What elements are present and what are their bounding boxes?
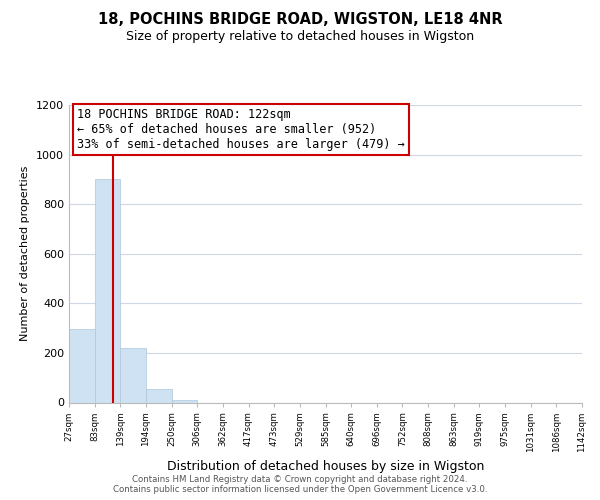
Bar xyxy=(95,180,121,402)
Text: Size of property relative to detached houses in Wigston: Size of property relative to detached ho… xyxy=(126,30,474,43)
Text: 18 POCHINS BRIDGE ROAD: 122sqm
← 65% of detached houses are smaller (952)
33% of: 18 POCHINS BRIDGE ROAD: 122sqm ← 65% of … xyxy=(77,108,404,151)
Text: 18, POCHINS BRIDGE ROAD, WIGSTON, LE18 4NR: 18, POCHINS BRIDGE ROAD, WIGSTON, LE18 4… xyxy=(98,12,502,28)
Bar xyxy=(172,400,197,402)
Y-axis label: Number of detached properties: Number of detached properties xyxy=(20,166,31,342)
Bar xyxy=(121,348,146,403)
Bar xyxy=(146,389,172,402)
Text: Contains HM Land Registry data © Crown copyright and database right 2024.
Contai: Contains HM Land Registry data © Crown c… xyxy=(113,474,487,494)
Bar xyxy=(69,330,95,402)
X-axis label: Distribution of detached houses by size in Wigston: Distribution of detached houses by size … xyxy=(167,460,484,473)
